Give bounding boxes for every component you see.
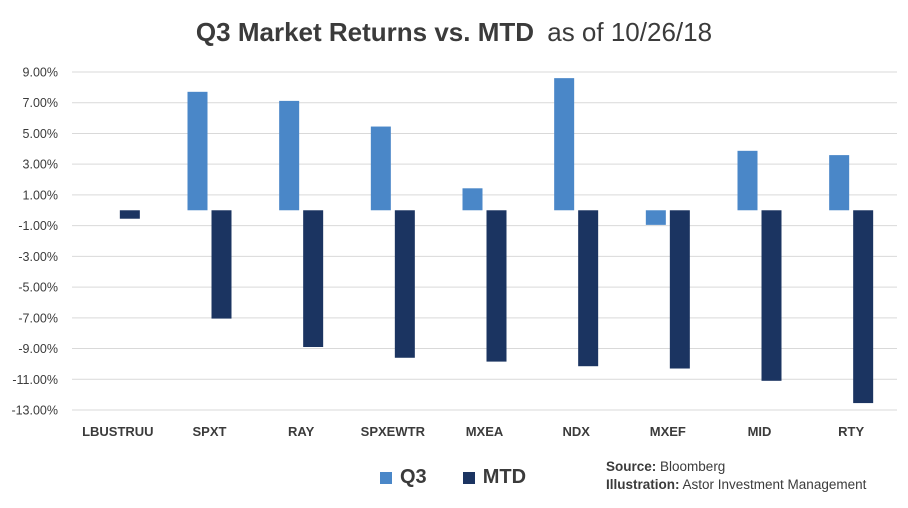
x-tick-label: LBUSTRUU [82, 424, 154, 439]
y-tick-label: 9.00% [23, 66, 58, 80]
y-tick-label: 3.00% [23, 158, 58, 172]
y-tick-label: -5.00% [18, 281, 58, 295]
bar-mtd-mxea [486, 210, 507, 362]
source-value: Bloomberg [660, 459, 726, 474]
y-tick-label: -13.00% [11, 404, 58, 418]
x-axis: LBUSTRUU SPXT RAY SPXEWTR MXEA NDX MXEF MID RTY [82, 424, 864, 439]
illustration-label: Illustration: [606, 477, 680, 492]
x-tick-label: MXEF [650, 424, 686, 439]
x-tick-label: RAY [288, 424, 315, 439]
bar-q3-mxef [645, 210, 666, 225]
bars [119, 78, 874, 404]
source-note: Source: Bloomberg Illustration: Astor In… [606, 458, 866, 494]
bar-q3-ray [279, 100, 300, 211]
x-tick-label: SPXT [193, 424, 227, 439]
illustration-value: Astor Investment Management [682, 477, 867, 492]
bar-q3-ndx [554, 78, 575, 211]
illustration-line: Illustration: Astor Investment Managemen… [606, 476, 866, 494]
y-tick-label: -3.00% [18, 250, 58, 264]
legend-label-q3: Q3 [400, 466, 427, 488]
x-tick-label: RTY [838, 424, 864, 439]
y-tick-label: 5.00% [23, 127, 58, 141]
bar-q3-mxea [462, 188, 483, 211]
bar-mtd-ndx [578, 210, 599, 367]
gridlines [72, 71, 897, 411]
legend-label-mtd: MTD [482, 466, 527, 488]
y-tick-label: 7.00% [23, 96, 58, 110]
bar-mtd-lbustruu [119, 210, 140, 219]
legend-item-mtd: MTD [462, 466, 527, 489]
bar-mtd-mxef [669, 210, 690, 369]
bar-mtd-spxt [211, 210, 232, 319]
y-tick-label: -7.00% [18, 311, 58, 325]
legend: Q3 MTD [380, 466, 562, 489]
chart-title: Q3 Market Returns vs. MTD as of 10/26/18 [196, 17, 712, 47]
bar-mtd-spxewtr [394, 210, 415, 358]
bar-q3-spxt [187, 91, 208, 211]
y-tick-label: -9.00% [18, 342, 58, 356]
bar-q3-rty [829, 155, 850, 211]
bar-mtd-mid [761, 210, 782, 381]
legend-item-q3: Q3 [380, 466, 427, 489]
y-tick-label: -11.00% [12, 373, 58, 387]
chart-title-main: Q3 Market Returns vs. MTD [196, 17, 534, 47]
y-tick-label: 1.00% [23, 188, 58, 202]
legend-swatch-mtd [462, 471, 475, 484]
x-tick-label: SPXEWTR [361, 424, 426, 439]
y-axis: 9.00% 7.00% 5.00% 3.00% 1.00% -1.00% -3.00% -5.… [11, 66, 58, 418]
bar-q3-spxewtr [370, 126, 391, 211]
source-label: Source: [606, 459, 657, 474]
y-tick-label: -1.00% [18, 219, 58, 233]
source-line: Source: Bloomberg [606, 458, 866, 476]
x-tick-label: NDX [562, 424, 590, 439]
x-tick-label: MID [748, 424, 772, 439]
chart-title-date: as of 10/26/18 [547, 17, 712, 47]
bar-mtd-ray [303, 210, 324, 348]
x-tick-label: MXEA [466, 424, 504, 439]
legend-swatch-q3 [380, 471, 392, 484]
bar-q3-mid [737, 150, 758, 211]
bar-mtd-rty [853, 210, 874, 404]
